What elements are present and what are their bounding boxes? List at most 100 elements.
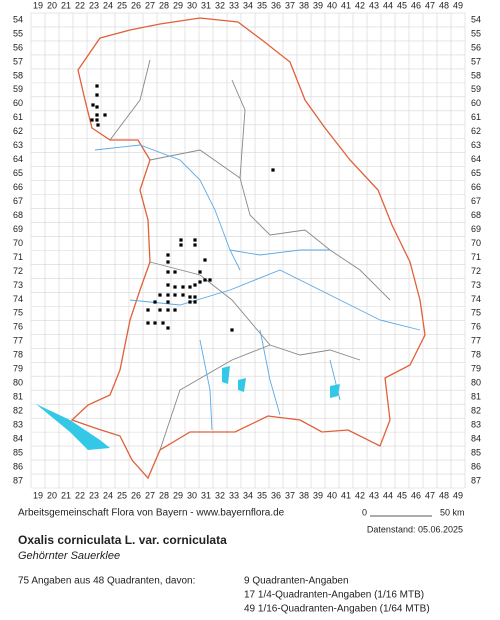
row-label: 76 [471,322,481,332]
row-label: 69 [13,224,23,234]
row-label: 67 [13,196,23,206]
scale-end: 50 km [440,507,465,517]
row-label: 79 [13,364,23,374]
occurrence [146,321,150,325]
row-label: 80 [471,378,481,388]
row-label: 64 [471,154,481,164]
occurrence [198,280,202,284]
column-label: 43 [369,490,379,500]
row-label: 87 [13,475,23,485]
column-label: 36 [271,490,281,500]
row-label: 72 [471,266,481,276]
occurrence [193,238,197,242]
column-label: 39 [313,490,323,500]
column-label: 49 [453,490,463,500]
column-label: 38 [299,0,309,10]
occurrence [179,243,183,247]
state-border [70,17,426,480]
date: Datenstand: 05.06.2025 [367,524,463,534]
occurrence [230,328,234,332]
occurrence [166,253,170,257]
row-label: 60 [471,98,481,108]
row-label: 85 [471,447,481,457]
column-label: 43 [369,0,379,10]
breakdown: 17 1/4-Quadranten-Angaben (1/16 MTB) [244,590,424,601]
occurrence [153,300,157,304]
column-label: 49 [453,0,463,10]
credit: Arbeitsgemeinschaft Flora von Bayern - w… [18,508,285,519]
occurrence [166,260,170,264]
column-label: 46 [411,0,421,10]
row-label: 75 [471,308,481,318]
column-label: 23 [89,0,99,10]
occurrence [193,283,197,287]
occurrence [179,238,183,242]
column-label: 32 [215,490,225,500]
column-label: 39 [313,0,323,10]
row-label: 69 [471,224,481,234]
occurrence [173,270,177,274]
column-label: 29 [173,490,183,500]
lake [222,366,230,384]
row-label: 68 [471,210,481,220]
row-label: 74 [471,294,481,304]
row-label: 59 [471,84,481,94]
column-label: 29 [173,0,183,10]
column-label: 37 [285,0,295,10]
column-label: 34 [243,490,253,500]
occurrence [188,285,192,289]
column-label: 21 [61,0,71,10]
occurrence [198,270,202,274]
occurrence [166,270,170,274]
column-label: 40 [327,490,337,500]
row-label: 86 [471,461,481,471]
subtitle: Gehörnter Sauerklee [18,550,120,562]
row-label: 78 [13,350,23,360]
column-label: 22 [75,0,85,10]
occurrence [158,308,162,312]
row-label: 65 [13,168,23,178]
row-label: 55 [471,28,481,38]
row-label: 66 [471,182,481,192]
row-label: 57 [471,56,481,66]
occurrence [271,168,275,172]
occurrence [181,285,185,289]
column-label: 40 [327,0,337,10]
row-label: 85 [13,447,23,457]
column-label: 41 [341,0,351,10]
occurrence [173,293,177,297]
occurrence [161,321,165,325]
occurrence [95,105,99,109]
row-label: 55 [13,28,23,38]
column-label: 45 [397,490,407,500]
column-label: 36 [271,0,281,10]
column-label: 26 [131,490,141,500]
breakdown: 9 Quadranten-Angaben [244,576,349,587]
column-label: 33 [229,0,239,10]
row-label: 70 [13,238,23,248]
row-label: 62 [13,126,23,136]
row-label: 61 [471,112,481,122]
breakdown: 49 1/16-Quadranten-Angaben (1/64 MTB) [244,604,430,615]
occurrence [90,118,94,122]
summary: 75 Angaben aus 48 Quadranten, davon: [18,576,195,587]
row-label: 63 [13,140,23,150]
row-label: 80 [13,378,23,388]
column-label: 21 [61,490,71,500]
row-label: 62 [471,126,481,136]
row-label: 77 [13,336,23,346]
row-label: 73 [471,280,481,290]
row-label: 56 [471,42,481,52]
column-label: 25 [117,490,127,500]
row-label: 87 [471,475,481,485]
occurrence [166,326,170,330]
rivers [94,144,421,431]
occurrence [181,293,185,297]
column-label: 31 [201,0,211,10]
row-label: 71 [13,252,23,262]
row-label: 61 [13,112,23,122]
row-label: 67 [471,196,481,206]
row-label: 81 [13,392,23,402]
occurrence [96,123,100,127]
occurrence [166,283,170,287]
